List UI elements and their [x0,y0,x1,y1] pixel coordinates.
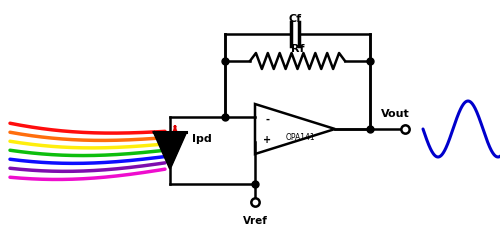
Text: +: + [263,135,271,145]
Polygon shape [154,133,186,169]
Text: Rf: Rf [291,44,304,54]
Text: Vout: Vout [380,109,410,119]
Text: Vref: Vref [242,215,268,225]
Text: -: - [265,114,269,124]
Text: Ipd: Ipd [192,134,212,144]
Text: OPA141: OPA141 [285,133,315,142]
Text: Cf: Cf [288,14,302,24]
